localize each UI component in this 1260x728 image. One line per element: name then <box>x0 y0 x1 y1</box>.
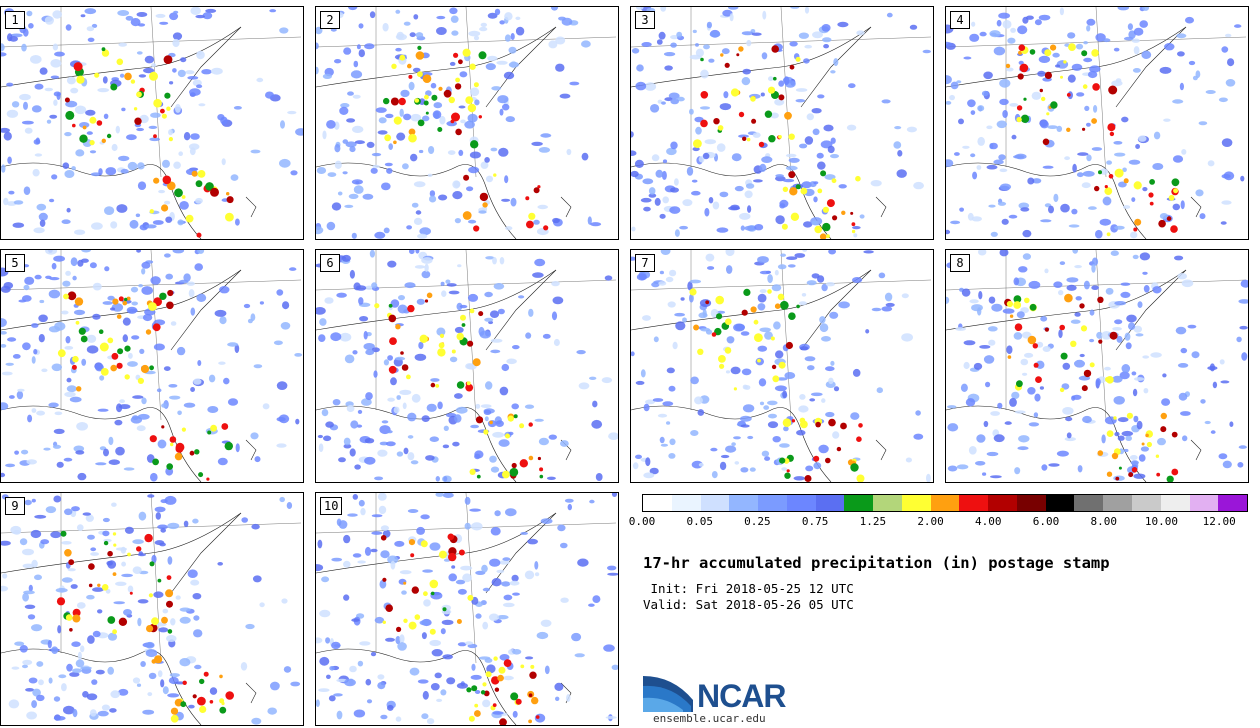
colorbar-swatch <box>700 495 730 511</box>
colorbar-tick-label: 4.00 <box>975 515 1002 528</box>
colorbar-tick-label: 0.75 <box>801 515 829 528</box>
member-number: 3 <box>635 11 655 29</box>
ensemble-member-panel: 6 <box>315 249 619 483</box>
colorbar-swatch <box>959 495 989 511</box>
colorbar-swatch <box>930 495 960 511</box>
member-number: 8 <box>950 254 970 272</box>
site-url: ensemble.ucar.edu <box>653 712 766 725</box>
member-number: 7 <box>635 254 655 272</box>
colorbar-swatch <box>729 495 759 511</box>
member-number: 1 <box>5 11 25 29</box>
member-number: 5 <box>5 254 25 272</box>
ensemble-member-panel: 5 <box>0 249 304 483</box>
ensemble-member-panel: 3 <box>630 6 934 240</box>
precip-field <box>946 7 1247 239</box>
colorbar-swatch <box>1074 495 1104 511</box>
colorbar-swatch <box>873 495 902 511</box>
member-number: 4 <box>950 11 970 29</box>
colorbar-tick-label: 6.00 <box>1032 515 1060 528</box>
colorbar-tick-label: 2.00 <box>917 515 944 528</box>
precip-colorbar <box>642 494 1248 512</box>
precip-field <box>631 250 932 482</box>
colorbar-swatch <box>1045 495 1075 511</box>
colorbar-swatch <box>1189 495 1219 511</box>
ncar-logo-icon <box>643 676 693 712</box>
ensemble-member-panel: 7 <box>630 249 934 483</box>
member-number: 2 <box>320 11 340 29</box>
colorbar-swatch <box>815 495 845 511</box>
colorbar-swatch <box>1103 495 1133 511</box>
logo-wordmark: NCAR <box>697 678 786 714</box>
precip-field <box>631 7 932 239</box>
member-number: 10 <box>320 497 343 515</box>
colorbar-tick-label: 0.00 <box>628 515 656 528</box>
colorbar-swatch <box>844 495 874 511</box>
colorbar-swatch <box>786 495 816 511</box>
init-time: Init: Fri 2018-05-25 12 UTC <box>643 581 854 596</box>
colorbar-tick-label: 8.00 <box>1090 515 1117 528</box>
colorbar-tick-label: 10.00 <box>1144 515 1178 528</box>
colorbar-tick-label: 12.00 <box>1202 515 1236 528</box>
precip-field <box>316 493 618 725</box>
member-number: 9 <box>5 497 25 515</box>
precip-field <box>316 7 617 239</box>
ensemble-member-panel: 1 <box>0 6 304 240</box>
member-number: 6 <box>320 254 340 272</box>
colorbar-swatch <box>901 495 931 511</box>
ensemble-member-panel: 10 <box>315 492 619 726</box>
ensemble-member-panel: 9 <box>0 492 304 726</box>
colorbar-tick-label: 0.25 <box>744 515 771 528</box>
colorbar-swatch <box>1016 495 1046 511</box>
colorbar-swatch <box>1160 495 1190 511</box>
colorbar-swatch <box>1132 495 1161 511</box>
colorbar-swatch <box>643 495 672 511</box>
precip-field <box>1 7 303 239</box>
valid-time: Valid: Sat 2018-05-26 05 UTC <box>643 597 854 612</box>
precip-field <box>316 250 618 482</box>
colorbar-swatch <box>758 495 787 511</box>
precip-field <box>1 493 302 725</box>
colorbar-tick-label: 0.05 <box>686 515 713 528</box>
chart-title: 17-hr accumulated precipitation (in) pos… <box>643 554 1110 572</box>
ensemble-member-panel: 2 <box>315 6 619 240</box>
colorbar-swatch <box>988 495 1017 511</box>
colorbar-tick-label: 1.25 <box>859 515 887 528</box>
colorbar-swatch <box>1218 495 1248 511</box>
precip-field <box>946 250 1248 482</box>
colorbar-labels: 0.00 0.05 0.25 0.75 1.25 2.00 4.00 6.00 8.00 10.0… <box>628 515 1250 529</box>
colorbar-swatch <box>671 495 701 511</box>
precip-field <box>1 250 303 482</box>
ensemble-member-panel: 8 <box>945 249 1249 483</box>
ensemble-member-panel: 4 <box>945 6 1249 240</box>
